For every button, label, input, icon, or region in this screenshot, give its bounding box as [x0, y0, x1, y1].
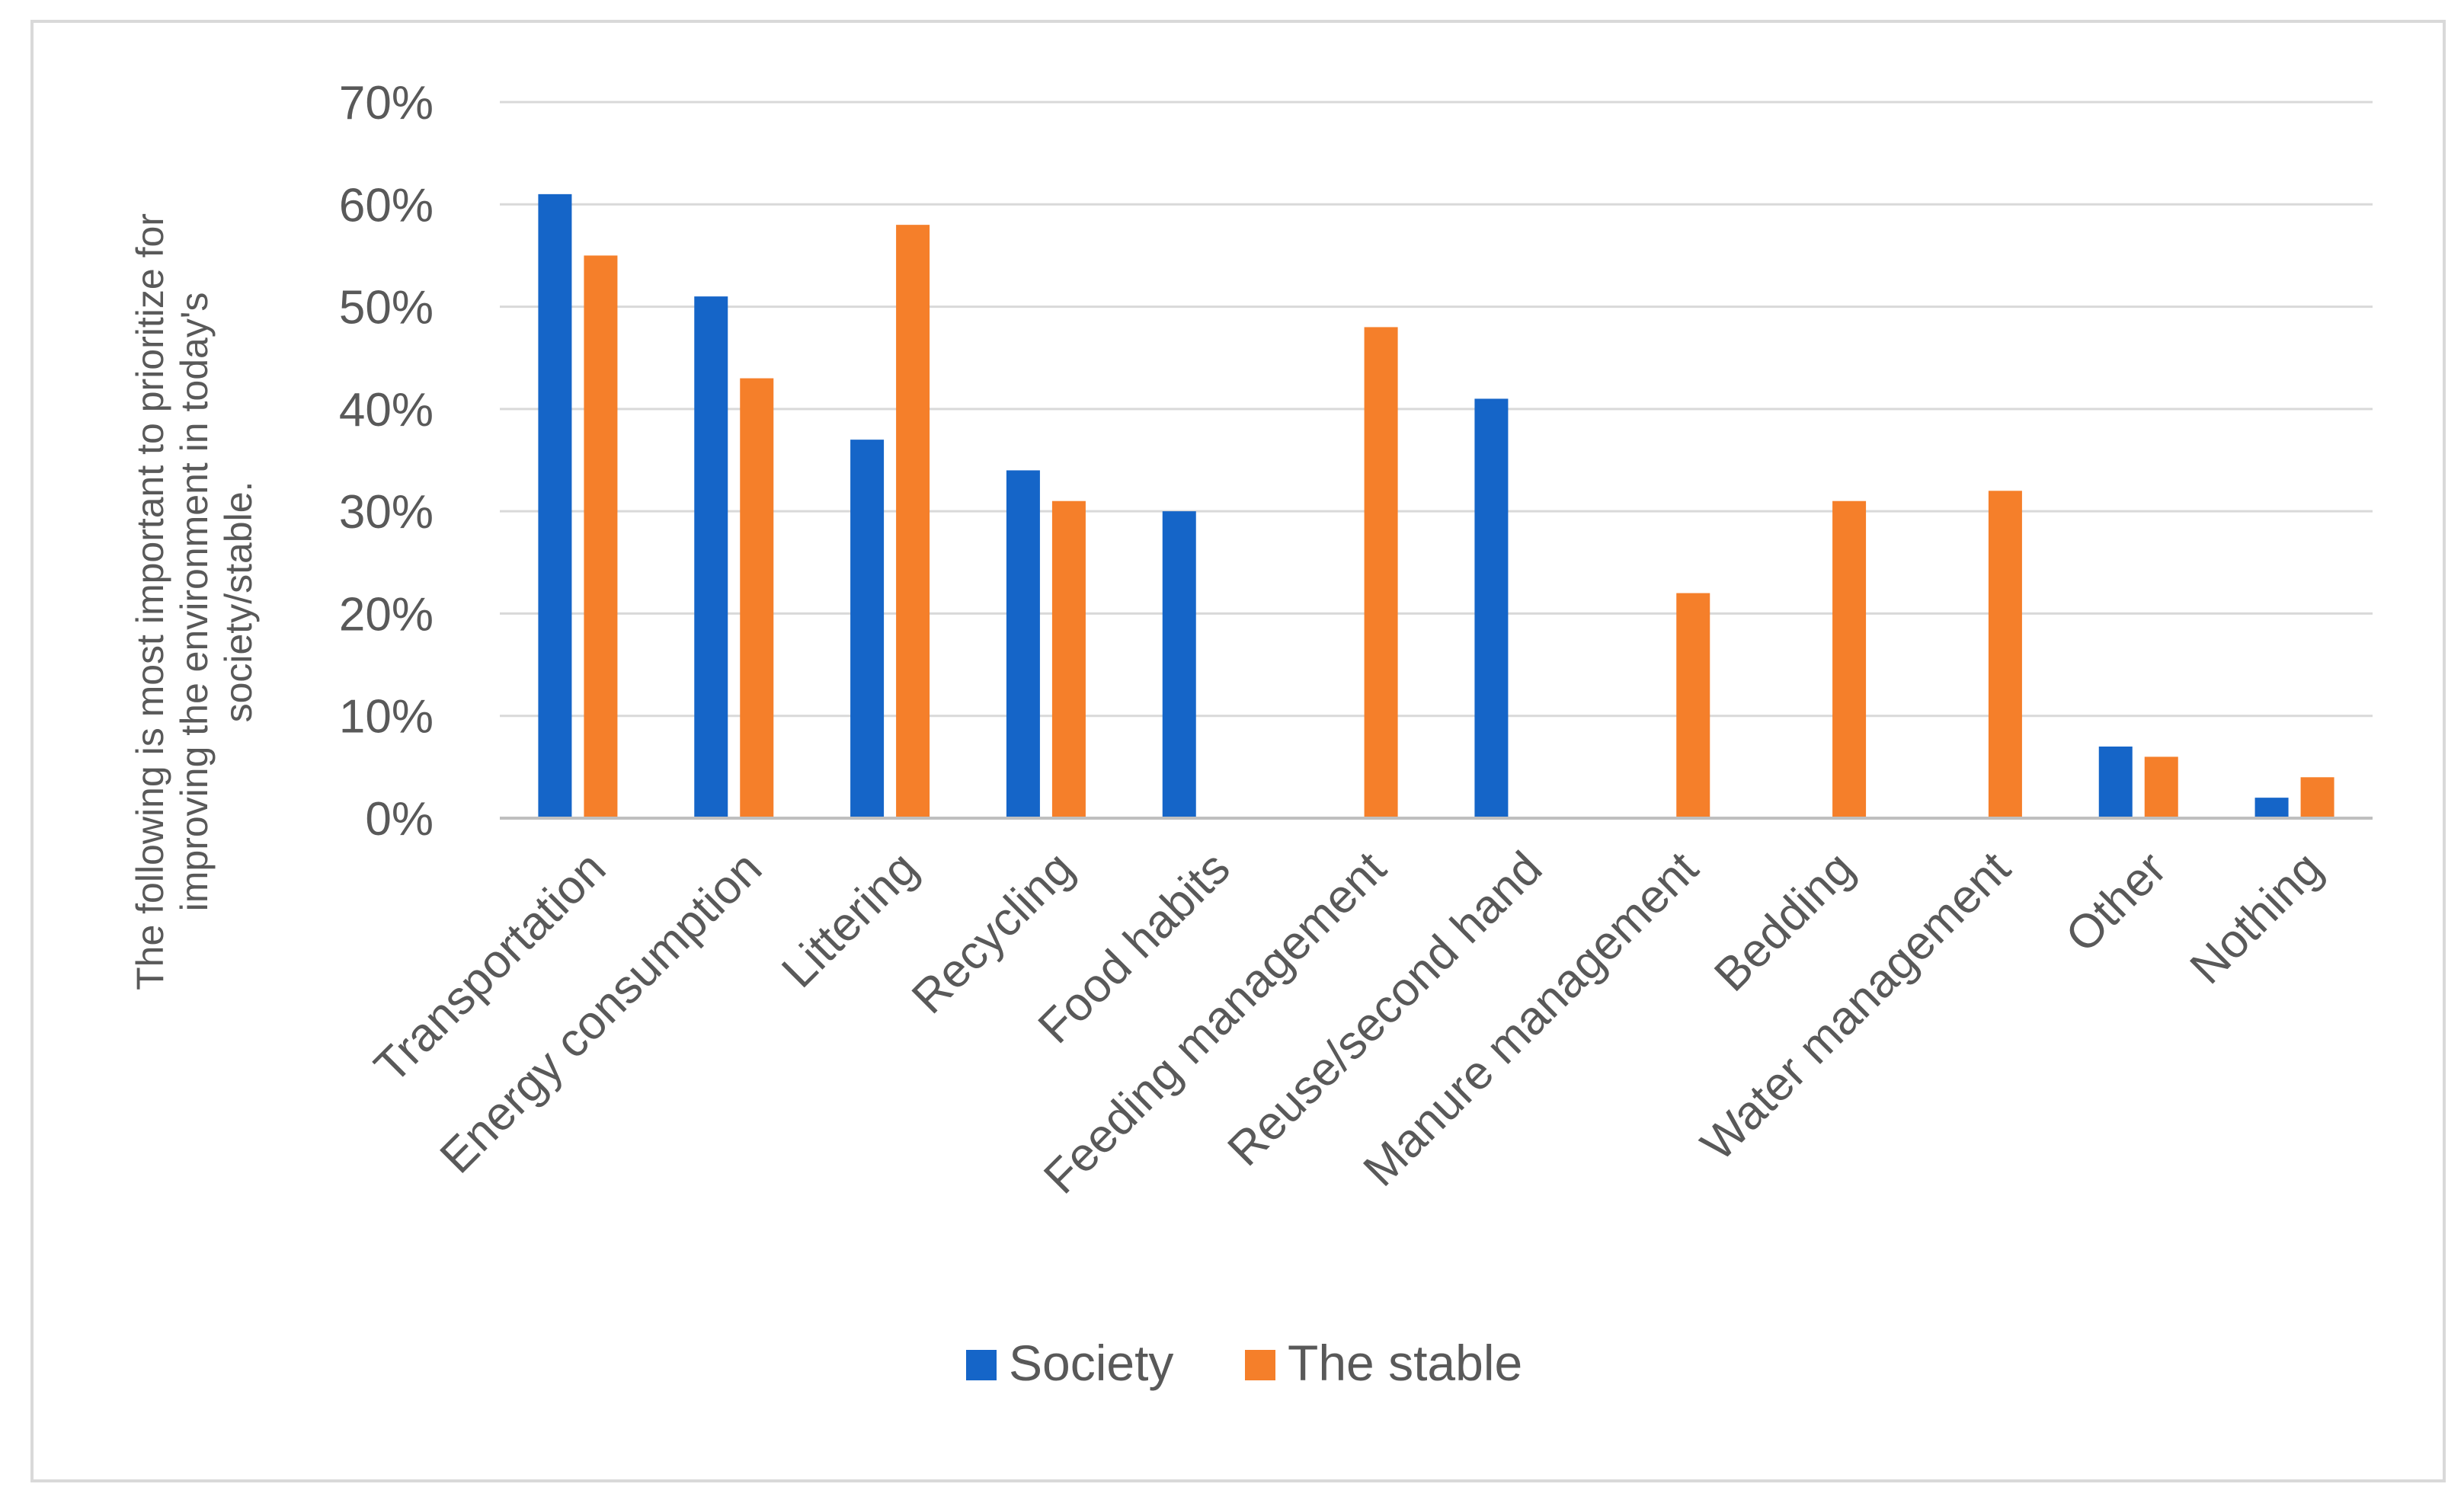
x-tick-label: Littering	[772, 842, 928, 998]
bars	[538, 193, 2334, 819]
bar-society-food-habits	[1162, 511, 1196, 818]
bar-the-stable-energy-consumption	[740, 378, 774, 819]
y-axis-title-line: improving the environment in today's	[173, 293, 216, 912]
legend-swatch-the-stable	[1245, 1350, 1275, 1380]
bar-the-stable-nothing	[2300, 777, 2334, 818]
bar-the-stable-transportation	[584, 255, 618, 818]
bar-the-stable-bedding	[1832, 500, 1867, 818]
bar-chart: 0%10%20%30%40%50%60%70%TransportationEne…	[129, 77, 2373, 1391]
y-tick-label: 20%	[339, 588, 434, 641]
x-tick-label: Nothing	[2181, 842, 2333, 994]
chart-frame: 0% 10% 20% 30% 40% 50% 60% 70% Transportation Ene…	[30, 20, 2446, 1482]
bar-society-reuse-second-hand	[1474, 398, 1509, 818]
bar-the-stable-manure-management	[1676, 593, 1710, 818]
y-tick-label: 70%	[339, 77, 434, 130]
bar-society-energy-consumption	[694, 296, 728, 819]
bar-society-nothing	[2254, 798, 2289, 818]
x-tick-label: Bedding	[1704, 842, 1864, 1002]
gridlines	[500, 101, 2373, 718]
y-tick-label: 10%	[339, 691, 434, 744]
bar-the-stable-water-management	[1988, 491, 2022, 818]
bar-society-littering	[850, 440, 885, 818]
bar-the-stable-littering	[896, 225, 930, 819]
x-tick-label: Other	[2056, 842, 2176, 962]
bar-the-stable-other	[2144, 756, 2178, 818]
bar-society-transportation	[538, 193, 572, 818]
x-tick-label: Water management	[1691, 842, 2021, 1171]
legend: Society The stable	[966, 1335, 1522, 1391]
x-tick-label: Reuse/second hand	[1218, 842, 1553, 1176]
y-tick-label: 50%	[339, 282, 434, 334]
y-axis-title-line: The following is most important to prior…	[129, 213, 171, 990]
bar-society-recycling	[1006, 470, 1040, 818]
y-tick-label: 30%	[339, 486, 434, 539]
y-tick-label: 40%	[339, 384, 434, 437]
y-tick-label: 0%	[365, 793, 434, 846]
y-tick-label: 60%	[339, 179, 434, 232]
y-axis-title-line: society/stable.	[217, 481, 260, 723]
bar-the-stable-feeding-management	[1364, 327, 1398, 818]
legend-swatch-society	[966, 1350, 997, 1380]
legend-label-society: Society	[1009, 1335, 1173, 1391]
bar-the-stable-recycling	[1051, 500, 1086, 818]
legend-label-the-stable: The stable	[1288, 1335, 1522, 1391]
bar-society-other	[2098, 747, 2133, 818]
